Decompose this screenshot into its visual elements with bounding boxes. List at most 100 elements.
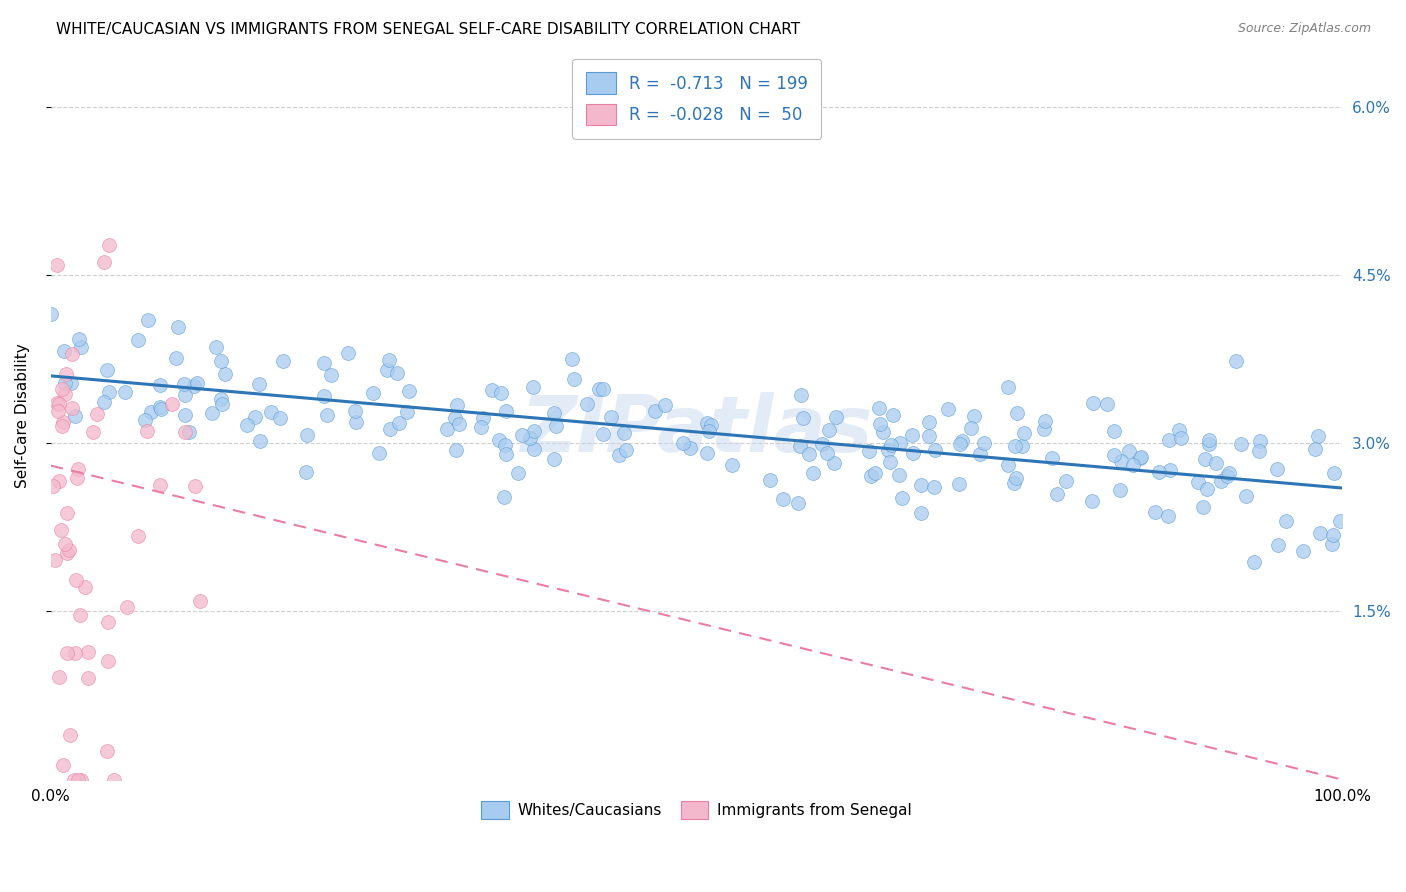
- Point: [1040, 451, 1063, 466]
- Point: [396, 405, 419, 419]
- Point: [149, 400, 172, 414]
- Point: [315, 408, 337, 422]
- Point: [1322, 528, 1344, 542]
- Point: [1081, 395, 1104, 409]
- Point: [48, 670, 70, 684]
- Point: [67, 462, 90, 476]
- Point: [801, 467, 824, 481]
- Point: [377, 353, 399, 368]
- Point: [69, 607, 91, 622]
- Point: [186, 376, 208, 390]
- Point: [790, 388, 813, 402]
- Point: [67, 332, 90, 346]
- Point: [613, 426, 636, 441]
- Point: [1149, 465, 1171, 479]
- Point: [136, 424, 159, 438]
- Point: [592, 426, 614, 441]
- Point: [1129, 451, 1152, 466]
- Point: [696, 445, 718, 459]
- Point: [174, 388, 197, 402]
- Point: [73, 580, 96, 594]
- Point: [1168, 423, 1191, 437]
- Point: [543, 406, 565, 420]
- Point: [53, 376, 76, 391]
- Point: [887, 467, 910, 482]
- Point: [700, 417, 723, 432]
- Point: [1218, 467, 1240, 481]
- Point: [388, 417, 411, 431]
- Point: [243, 409, 266, 424]
- Point: [103, 772, 125, 787]
- Point: [564, 372, 586, 386]
- Legend: Whites/Caucasians, Immigrants from Senegal: Whites/Caucasians, Immigrants from Seneg…: [474, 794, 920, 827]
- Point: [879, 455, 901, 469]
- Point: [679, 441, 702, 455]
- Point: [1002, 476, 1025, 491]
- Point: [868, 401, 890, 415]
- Point: [173, 408, 195, 422]
- Point: [62, 772, 84, 787]
- Point: [495, 404, 517, 418]
- Point: [375, 363, 398, 377]
- Point: [880, 438, 903, 452]
- Point: [214, 367, 236, 381]
- Point: [696, 417, 718, 431]
- Point: [44, 553, 66, 567]
- Point: [1033, 414, 1056, 428]
- Point: [149, 378, 172, 392]
- Point: [973, 435, 995, 450]
- Point: [890, 491, 912, 506]
- Point: [949, 437, 972, 451]
- Point: [910, 478, 932, 492]
- Point: [900, 427, 922, 442]
- Point: [869, 417, 891, 432]
- Point: [969, 447, 991, 461]
- Point: [1215, 469, 1237, 483]
- Y-axis label: Self-Care Disability: Self-Care Disability: [15, 343, 30, 488]
- Point: [160, 397, 183, 411]
- Point: [56, 647, 79, 661]
- Point: [495, 446, 517, 460]
- Point: [672, 435, 695, 450]
- Point: [295, 428, 318, 442]
- Point: [77, 645, 100, 659]
- Point: [344, 404, 367, 418]
- Point: [654, 398, 676, 412]
- Point: [997, 380, 1019, 394]
- Point: [209, 392, 232, 406]
- Point: [543, 451, 565, 466]
- Point: [792, 411, 814, 425]
- Text: WHITE/CAUCASIAN VS IMMIGRANTS FROM SENEGAL SELF-CARE DISABILITY CORRELATION CHAR: WHITE/CAUCASIAN VS IMMIGRANTS FROM SENEG…: [56, 22, 800, 37]
- Point: [53, 386, 76, 401]
- Point: [58, 543, 80, 558]
- Point: [314, 356, 336, 370]
- Point: [378, 422, 401, 436]
- Point: [1102, 448, 1125, 462]
- Point: [858, 444, 880, 458]
- Point: [446, 398, 468, 412]
- Point: [1229, 437, 1251, 451]
- Point: [166, 319, 188, 334]
- Point: [910, 507, 932, 521]
- Point: [271, 353, 294, 368]
- Point: [139, 405, 162, 419]
- Point: [1159, 433, 1181, 447]
- Point: [53, 344, 76, 359]
- Point: [817, 423, 839, 437]
- Point: [173, 425, 195, 439]
- Point: [772, 491, 794, 506]
- Point: [82, 425, 104, 440]
- Point: [614, 443, 637, 458]
- Point: [337, 346, 360, 360]
- Point: [1265, 462, 1288, 476]
- Point: [188, 593, 211, 607]
- Point: [797, 446, 820, 460]
- Point: [1011, 439, 1033, 453]
- Point: [924, 442, 946, 457]
- Point: [398, 384, 420, 398]
- Point: [321, 368, 343, 383]
- Point: [385, 366, 408, 380]
- Point: [1102, 425, 1125, 439]
- Point: [1306, 429, 1329, 443]
- Point: [544, 419, 567, 434]
